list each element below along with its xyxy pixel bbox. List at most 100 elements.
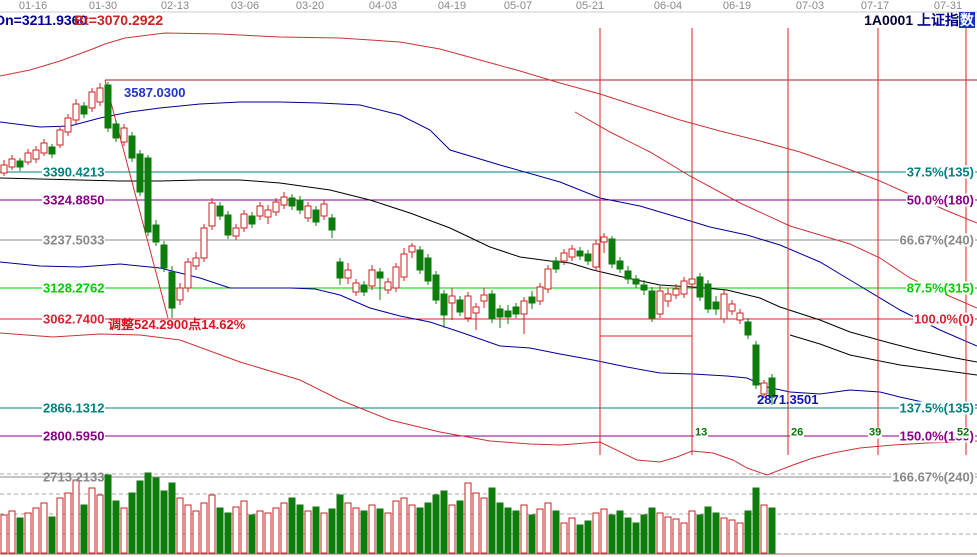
candle-body [472,306,480,314]
volume-bar [264,512,272,554]
date-axis-tick: 05-21 [575,0,605,12]
candle-body [296,199,304,211]
date-axis-tick: 04-03 [368,0,398,12]
volume-bar [136,480,144,554]
volume-bar [432,494,440,554]
symbol-code: 1A0001 [864,12,914,28]
candle-body [200,227,208,259]
candle-body [48,146,56,155]
volume-bar [768,507,776,554]
candle-body [744,321,752,336]
candle-body [240,213,248,229]
volume-bar [120,507,128,554]
candle-body [584,253,592,262]
volume-bar [320,512,328,554]
candle-body [136,153,144,193]
candle-body [24,152,32,163]
volume-bar [528,514,536,554]
volume-bar [728,519,736,554]
volume-bar [488,487,496,554]
fib-percent-label: 87.5%(315) [905,280,975,296]
indicator-bt-value: Bt=3070.2922 [74,12,164,28]
candle-body [176,287,184,301]
candle-body [288,197,296,207]
volume-bar [368,504,376,554]
candle-body [272,201,280,213]
volume-bar [752,487,760,554]
candle-body [624,270,632,280]
band-curve-navy_lower [0,261,977,406]
volume-bar [360,510,368,554]
volume-bar [88,487,96,554]
candle-body [344,269,352,279]
date-axis-tick: 03-20 [295,0,325,12]
volume-bar [640,514,648,554]
volume-bar [336,494,344,554]
candle-body [576,250,584,257]
volume-bar [536,508,544,554]
candle-body [56,129,64,146]
band-curve-navy_upper [0,101,977,347]
volume-bar [16,517,24,554]
date-axis-tick: 03-06 [230,0,260,12]
candle-body [768,377,776,398]
fib-price-label: 3324.8850 [42,192,106,208]
fib-percent-label: 50.0%(180) [905,192,975,208]
volume-bar [144,472,152,554]
volume-bar [32,507,40,554]
volume-bar [184,504,192,554]
retracement-annotation: 调整524.2900点14.62% [108,317,246,332]
volume-bar [192,510,200,554]
volume-bar [176,497,184,554]
volume-bar [232,506,240,554]
date-axis-tick: 07-31 [933,0,963,12]
candle-body [688,278,696,285]
candle-body [160,244,168,269]
volume-bar [552,510,560,554]
volume-bar [672,518,680,554]
volume-bar [200,502,208,554]
candle-body [360,284,368,293]
candle-body [88,91,96,109]
candle-body [312,209,320,223]
fib-price-label: 3062.7400 [42,311,106,327]
candle-body [328,217,336,231]
volume-bar [712,512,720,554]
volume-bar [104,474,112,554]
volume-bar [416,507,424,554]
volume-bar [0,514,8,554]
candle-body [480,294,488,302]
fib-price-label: 2800.5950 [42,428,106,444]
band-curve-red_lower [0,332,977,476]
candle-body [720,293,728,320]
candle-body [544,268,552,290]
volume-bar [680,522,688,554]
candle-body [640,284,648,291]
cycle-count-label: 13 [694,426,709,439]
volume-bar [48,516,56,554]
candle-body [320,203,328,217]
candle-body [224,214,232,236]
symbol-header[interactable]: 1A0001 上证指数 [864,12,975,28]
downtrend-line [104,79,169,319]
fib-price-label: 2713.2133 [43,469,105,485]
candle-body [72,103,80,121]
volume-bar [256,510,264,554]
volume-bar [760,504,768,554]
candle-body [152,224,160,243]
fib-percent-label: 166.67%(240) [891,469,975,485]
candle-body [80,105,88,115]
candle-body [496,308,504,318]
fib-price-label: 3128.2762 [42,280,106,296]
candle-body [464,295,472,319]
volume-bar [720,517,728,554]
volume-bar [496,502,504,554]
candle-body [192,257,200,267]
candle-body [536,286,544,302]
volume-bar [424,502,432,554]
volume-bar [448,504,456,554]
volume-bar [648,507,656,554]
candle-body [144,157,152,233]
volume-bar [72,479,80,554]
